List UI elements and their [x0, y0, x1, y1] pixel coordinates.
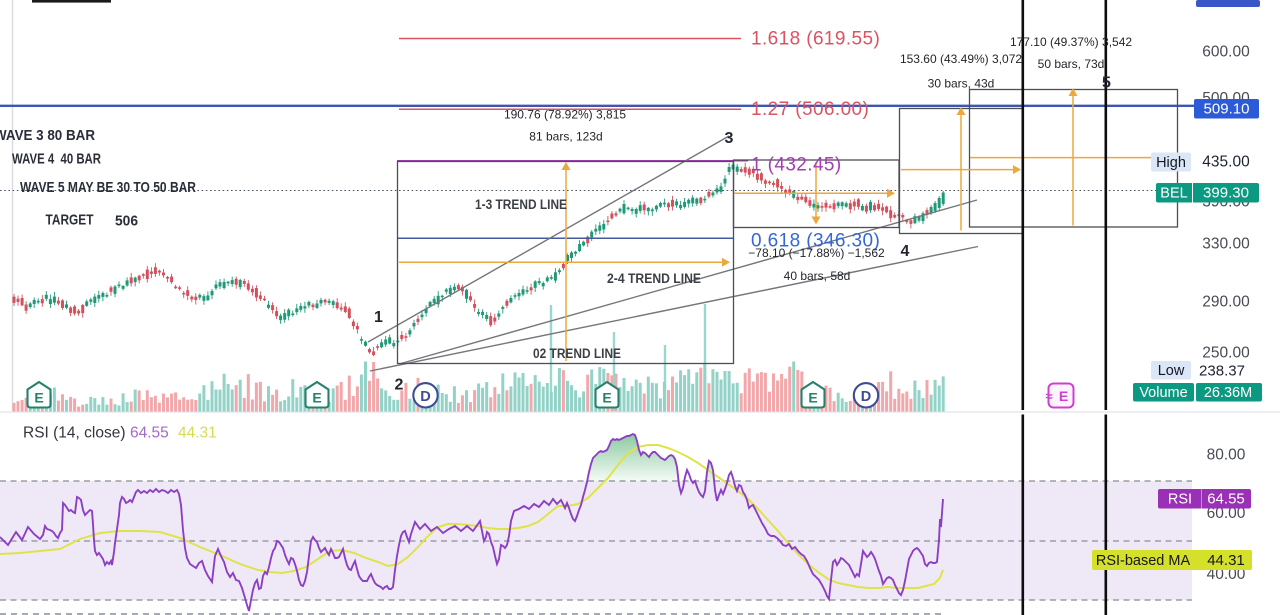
- svg-text:250.00: 250.00: [1202, 345, 1250, 362]
- svg-text:330.00: 330.00: [1202, 236, 1250, 253]
- svg-text:290.00: 290.00: [1202, 294, 1250, 311]
- svg-text:435.00: 435.00: [1202, 154, 1250, 171]
- svg-text:2-4 TREND LINE: 2-4 TREND LINE: [607, 271, 701, 286]
- svg-text:D: D: [420, 389, 430, 405]
- svg-text:40 bars, 58d: 40 bars, 58d: [784, 269, 851, 283]
- svg-text:81 bars, 123d: 81 bars, 123d: [529, 130, 602, 144]
- svg-text:506: 506: [115, 213, 138, 230]
- svg-text:50 bars, 73d: 50 bars, 73d: [1038, 57, 1105, 71]
- svg-text:E: E: [34, 390, 43, 406]
- svg-text:5: 5: [1102, 75, 1111, 92]
- svg-text:64.55: 64.55: [1207, 491, 1245, 508]
- svg-text:44.31: 44.31: [1207, 552, 1245, 569]
- svg-text:WAVE 4 40 BAR: WAVE 4 40 BAR: [12, 151, 101, 168]
- svg-text:1.618 (619.55): 1.618 (619.55): [751, 29, 880, 50]
- svg-text:E: E: [1059, 388, 1068, 404]
- svg-text:509.10: 509.10: [1204, 101, 1250, 118]
- svg-text:1-3 TREND LINE: 1-3 TREND LINE: [475, 197, 567, 212]
- svg-text:44.31: 44.31: [178, 425, 217, 442]
- svg-text:177.10 (49.37%) 3,542: 177.10 (49.37%) 3,542: [1010, 35, 1132, 49]
- svg-text:238.37: 238.37: [1199, 363, 1245, 380]
- svg-text:0.618 (346.30): 0.618 (346.30): [751, 231, 880, 252]
- svg-text:40.00: 40.00: [1207, 566, 1246, 583]
- svg-text:153.60 (43.49%) 3,072: 153.60 (43.49%) 3,072: [900, 52, 1022, 66]
- svg-text:30 bars, 43d: 30 bars, 43d: [928, 77, 995, 91]
- svg-text:4: 4: [901, 243, 910, 260]
- svg-text:1.27 (506.00): 1.27 (506.00): [751, 99, 869, 120]
- svg-text:≈: ≈: [1045, 389, 1052, 404]
- svg-text:26.36M: 26.36M: [1204, 385, 1252, 401]
- svg-text:1 (432.45): 1 (432.45): [751, 155, 842, 176]
- svg-text:WAVE 5 MAY BE 30 TO 50 BAR: WAVE 5 MAY BE 30 TO 50 BAR: [20, 179, 196, 196]
- svg-text:High: High: [1156, 155, 1186, 171]
- svg-text:Volume: Volume: [1139, 385, 1187, 401]
- svg-text:3: 3: [725, 130, 734, 147]
- svg-text:64.55: 64.55: [130, 425, 169, 442]
- svg-text:RSI (14, close): RSI (14, close): [23, 425, 126, 442]
- svg-text:80.00: 80.00: [1207, 447, 1246, 464]
- svg-text:RSI-based MA: RSI-based MA: [1096, 553, 1191, 569]
- svg-text:60.00: 60.00: [1207, 505, 1246, 522]
- svg-text:190.76 (78.92%) 3,815: 190.76 (78.92%) 3,815: [504, 108, 626, 122]
- svg-text:D: D: [861, 389, 871, 405]
- svg-text:399.30: 399.30: [1203, 185, 1249, 202]
- svg-text:1: 1: [374, 309, 383, 326]
- svg-text:02 TREND LINE: 02 TREND LINE: [533, 346, 621, 361]
- svg-text:Low: Low: [1158, 363, 1185, 379]
- svg-text:TARGET: TARGET: [46, 212, 94, 229]
- svg-text:RSI: RSI: [1168, 492, 1192, 508]
- svg-text:WAVE 3 80 BAR: WAVE 3 80 BAR: [0, 127, 95, 144]
- svg-text:BEL: BEL: [1160, 186, 1187, 202]
- svg-text:E: E: [312, 390, 321, 406]
- svg-text:−78.10 (−17.88%) −1,562: −78.10 (−17.88%) −1,562: [748, 246, 885, 260]
- svg-text:2: 2: [395, 377, 404, 394]
- svg-text:E: E: [808, 390, 817, 406]
- svg-text:E: E: [602, 390, 611, 406]
- svg-text:600.00: 600.00: [1202, 44, 1250, 61]
